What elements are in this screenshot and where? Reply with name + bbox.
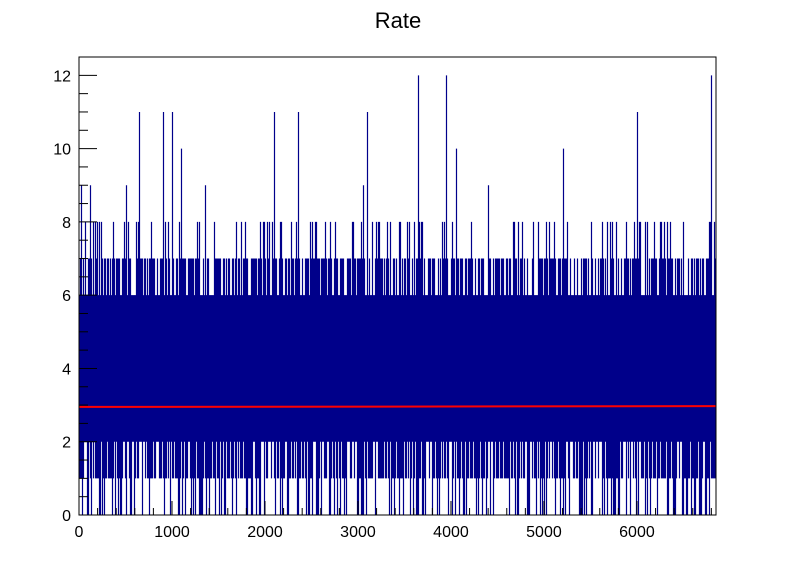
x-tick-label: 1000	[154, 524, 190, 541]
y-tick-label: 4	[62, 361, 71, 378]
y-axis: 0 2 4 6 8 10 12	[53, 68, 97, 525]
x-tick-label: 2000	[247, 524, 283, 541]
x-tick-label: 6000	[619, 524, 655, 541]
y-tick-label: 0	[62, 508, 71, 525]
y-tick-label: 12	[53, 68, 71, 85]
x-tick-label: 5000	[526, 524, 562, 541]
x-tick-label: 0	[75, 524, 84, 541]
histogram-bars	[78, 75, 717, 515]
fit-line-layer	[78, 405, 717, 408]
fit-line	[78, 405, 717, 408]
y-tick-label: 10	[53, 142, 71, 159]
chart-title: Rate	[375, 8, 421, 33]
y-tick-label: 2	[62, 435, 71, 452]
x-axis: 0 1000 2000 3000 4000 5000 6000	[75, 501, 712, 541]
x-tick-label: 3000	[340, 524, 376, 541]
y-tick-label: 6	[62, 288, 71, 305]
y-tick-label: 8	[62, 215, 71, 232]
x-tick-label: 4000	[433, 524, 469, 541]
plot-frame	[78, 56, 717, 516]
